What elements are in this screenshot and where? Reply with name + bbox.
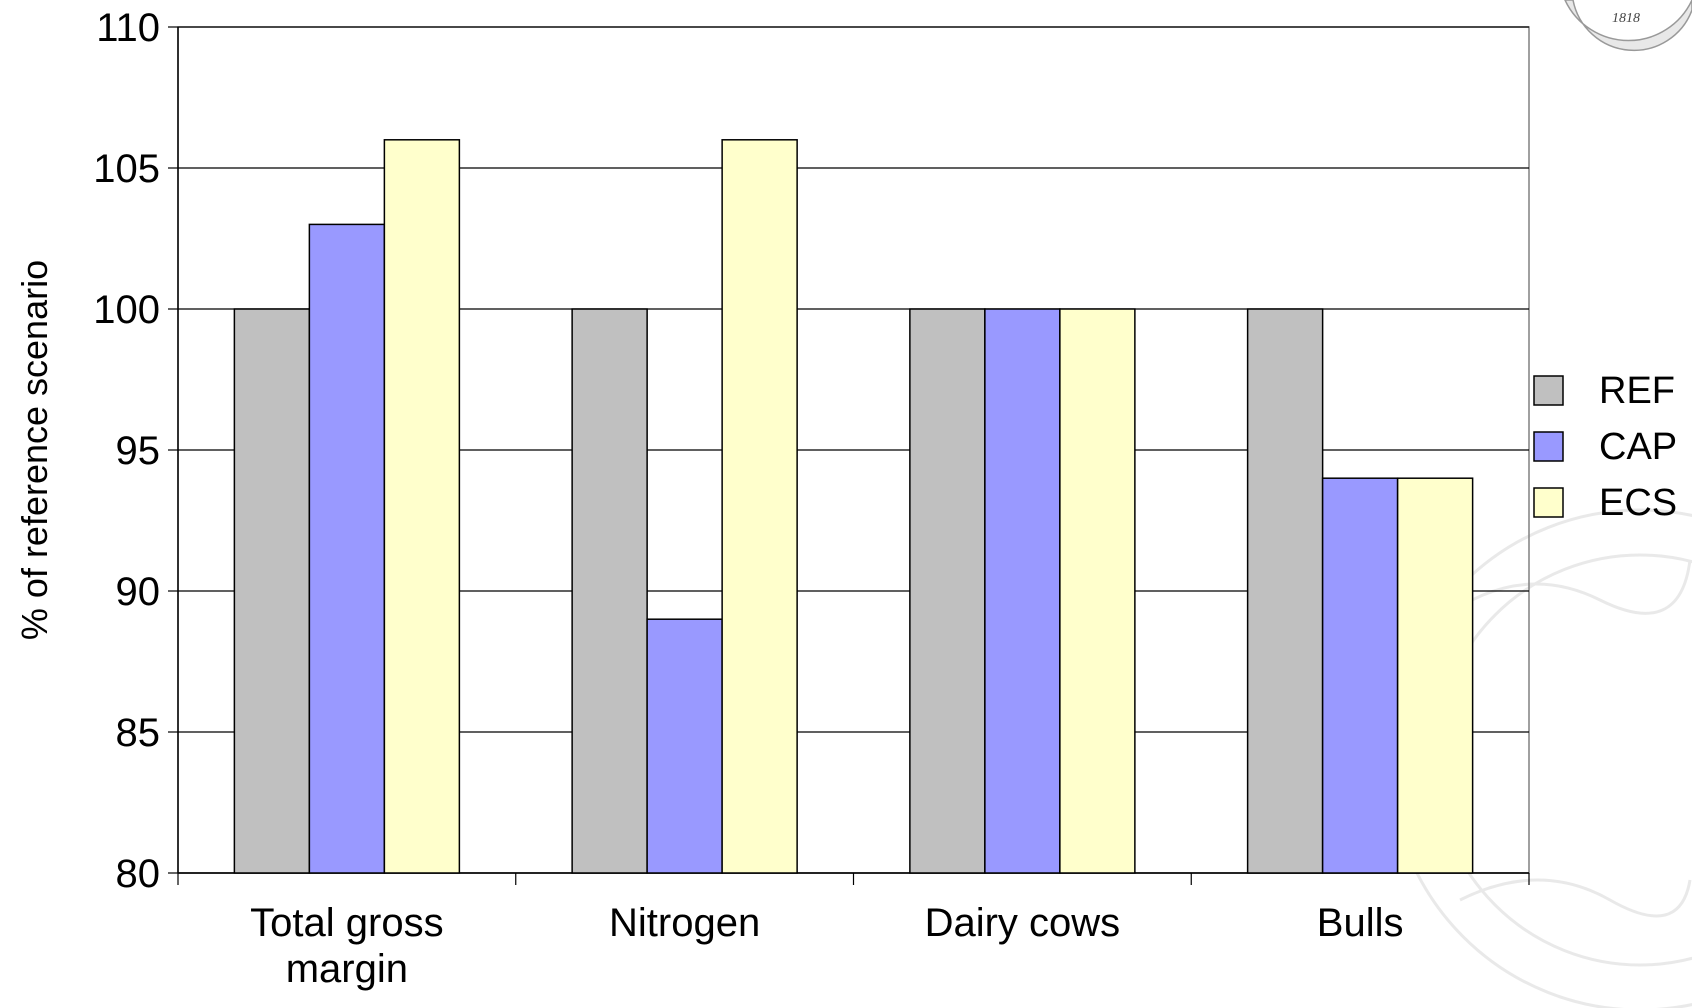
- category-label-line: margin: [286, 947, 408, 991]
- legend-swatch-ecs: [1533, 487, 1564, 518]
- y-tick-label: 95: [116, 429, 161, 473]
- y-tick-label: 100: [93, 288, 160, 332]
- legend-swatch-cap: [1533, 431, 1564, 462]
- bar-ref: [233, 308, 311, 874]
- bar-ecs: [721, 139, 798, 874]
- bar-ecs: [1396, 477, 1474, 874]
- plot-area: 80 85 90 95 100 105 110 Total gross margin Nitrog…: [93, 6, 1530, 991]
- category-label: Dairy cows: [925, 901, 1121, 945]
- bar-ref: [1246, 308, 1324, 874]
- y-tick-label: 85: [116, 711, 161, 755]
- corner-seal: 1818: [1564, 0, 1692, 52]
- seal-year: 1818: [1612, 11, 1640, 26]
- category-label: Bulls: [1317, 901, 1404, 945]
- y-tick-label: 80: [116, 852, 161, 896]
- category-label-line: Bulls: [1317, 901, 1404, 945]
- bar-ref: [909, 308, 986, 874]
- category-label-line: Dairy cows: [925, 901, 1121, 945]
- y-axis-title: % of reference scenario: [14, 260, 55, 640]
- bar-ecs: [1059, 308, 1136, 874]
- category-label: Nitrogen: [609, 901, 760, 945]
- legend-label-ecs: ECS: [1599, 482, 1677, 524]
- legend: REF CAP ECS: [1533, 370, 1677, 524]
- bar-ecs: [383, 139, 461, 874]
- y-tick-label: 105: [93, 147, 160, 191]
- legend-label-ref: REF: [1599, 370, 1675, 412]
- bar-ref: [571, 308, 648, 874]
- bar-cap: [1321, 477, 1399, 874]
- y-tick-label: 110: [96, 6, 160, 50]
- bar-cap: [646, 618, 723, 874]
- bar-cap: [308, 223, 386, 874]
- y-tick-label: 90: [116, 570, 161, 614]
- legend-label-cap: CAP: [1599, 426, 1677, 468]
- bar-cap: [984, 308, 1061, 874]
- category-label: Total gross margin: [250, 901, 443, 991]
- category-label-line: Total gross: [250, 901, 443, 945]
- category-label-line: Nitrogen: [609, 901, 760, 945]
- legend-swatch-ref: [1533, 375, 1564, 406]
